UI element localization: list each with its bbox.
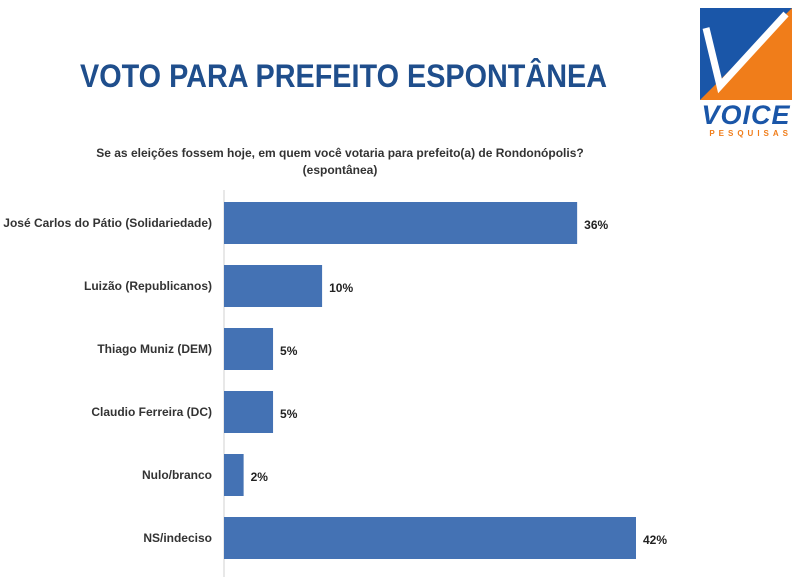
logo-subtitle: PESQUISAS — [709, 129, 792, 138]
category-label: Nulo/branco — [142, 468, 212, 482]
value-label: 42% — [643, 533, 667, 547]
chart-question: Se as eleições fossem hoje, em quem você… — [60, 145, 620, 179]
logo-wordmark: VOICE — [701, 100, 791, 130]
category-label: José Carlos do Pátio (Solidariedade) — [3, 216, 212, 230]
value-label: 2% — [251, 470, 269, 484]
value-label: 10% — [329, 281, 353, 295]
bar — [224, 391, 274, 433]
category-label: Luizão (Republicanos) — [84, 279, 212, 293]
bar — [224, 265, 323, 307]
voice-logo — [700, 8, 792, 100]
value-label: 5% — [280, 344, 298, 358]
chart-question-line-2: (espontânea) — [302, 163, 378, 177]
slide-title: VOTO PARA PREFEITO ESPONTÂNEA — [80, 58, 608, 94]
logo-check-mark — [702, 11, 789, 94]
value-label: 36% — [584, 218, 608, 232]
category-label: Thiago Muniz (DEM) — [97, 342, 212, 356]
bar — [224, 328, 274, 370]
bar — [224, 454, 244, 496]
category-label: NS/indeciso — [143, 531, 212, 545]
category-label: Claudio Ferreira (DC) — [91, 405, 212, 419]
value-label: 5% — [280, 407, 298, 421]
bar — [224, 517, 636, 559]
chart-question-line-1: Se as eleições fossem hoje, em quem você… — [96, 146, 584, 160]
bar — [224, 202, 578, 244]
